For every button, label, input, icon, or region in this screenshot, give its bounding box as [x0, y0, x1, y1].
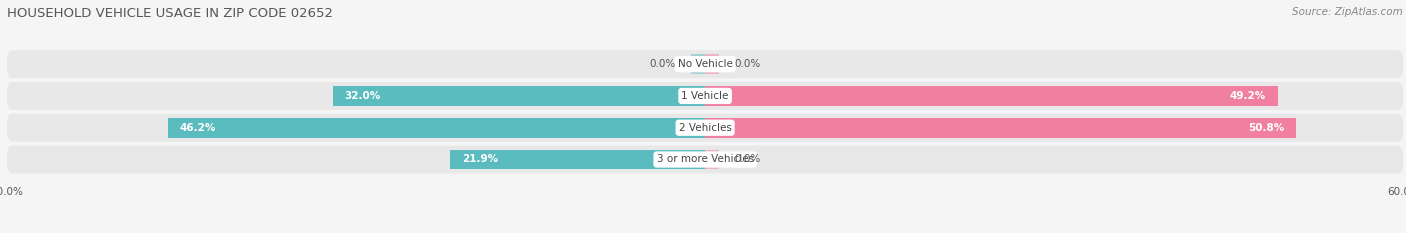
Bar: [450, 150, 706, 169]
Bar: [706, 150, 718, 169]
FancyBboxPatch shape: [7, 114, 1403, 142]
Bar: [706, 86, 1278, 106]
Bar: [692, 54, 706, 74]
Bar: [333, 86, 706, 106]
Text: 2 Vehicles: 2 Vehicles: [679, 123, 731, 133]
Text: Source: ZipAtlas.com: Source: ZipAtlas.com: [1292, 7, 1403, 17]
Text: 50.8%: 50.8%: [1249, 123, 1285, 133]
Text: 21.9%: 21.9%: [463, 154, 498, 164]
Text: 32.0%: 32.0%: [344, 91, 381, 101]
Text: 46.2%: 46.2%: [179, 123, 215, 133]
Bar: [706, 54, 718, 74]
Text: 0.0%: 0.0%: [650, 59, 676, 69]
Text: No Vehicle: No Vehicle: [678, 59, 733, 69]
Text: HOUSEHOLD VEHICLE USAGE IN ZIP CODE 02652: HOUSEHOLD VEHICLE USAGE IN ZIP CODE 0265…: [7, 7, 333, 20]
FancyBboxPatch shape: [7, 146, 1403, 174]
Text: 49.2%: 49.2%: [1230, 91, 1265, 101]
FancyBboxPatch shape: [7, 82, 1403, 110]
Text: 0.0%: 0.0%: [734, 59, 761, 69]
Bar: [706, 118, 1296, 137]
FancyBboxPatch shape: [7, 50, 1403, 78]
Text: 1 Vehicle: 1 Vehicle: [682, 91, 728, 101]
Text: 0.0%: 0.0%: [734, 154, 761, 164]
Text: 3 or more Vehicles: 3 or more Vehicles: [657, 154, 754, 164]
Bar: [167, 118, 706, 137]
